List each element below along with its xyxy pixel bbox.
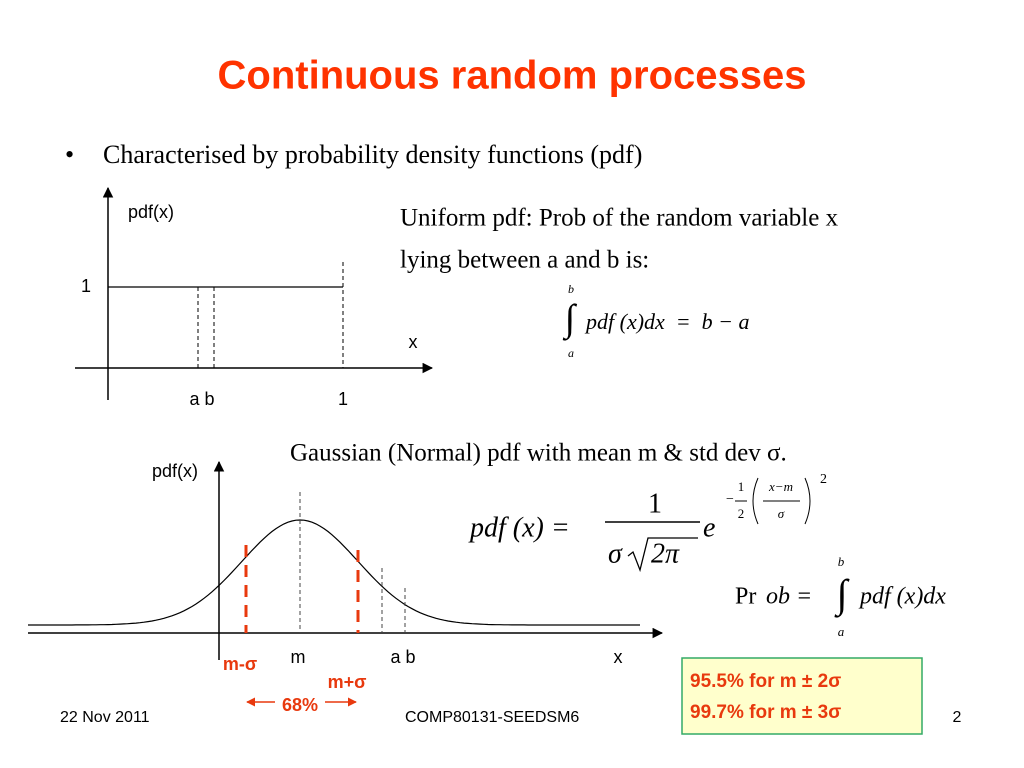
- exp-den: 2: [738, 506, 745, 521]
- uniform-text: lying between a and b is:: [400, 247, 649, 274]
- root: 2π: [651, 538, 680, 569]
- lower-limit: a: [838, 624, 845, 639]
- footer-course: COMP80131-SEEDSM6: [405, 709, 579, 726]
- formula-lhs: pdf (x) =: [468, 512, 570, 543]
- integral: ∫: [834, 571, 851, 618]
- upper-limit: b: [838, 554, 845, 569]
- exp-sign: −: [726, 492, 734, 507]
- prob-body: pdf (x)dx: [858, 584, 946, 610]
- note-line: 99.7% for m ± 3σ: [690, 702, 841, 723]
- footer-date: 22 Nov 2011: [60, 709, 150, 726]
- marker-label: m-σ: [223, 654, 257, 674]
- x-tick: a b: [390, 647, 415, 667]
- note-line: 95.5% for m ± 2σ: [690, 671, 841, 692]
- x-label: x: [614, 647, 623, 667]
- upper-limit: b: [568, 282, 574, 296]
- paren: [804, 477, 811, 525]
- base: e: [703, 512, 715, 543]
- x-tick: 1: [338, 389, 348, 409]
- bullet: Characterised by probability density fun…: [103, 140, 642, 169]
- numerator: 1: [648, 488, 662, 519]
- note-box: [681, 657, 923, 735]
- exp-num: 1: [738, 479, 745, 494]
- paren: [752, 477, 759, 525]
- integral: ∫: [563, 298, 578, 342]
- y-label: pdf(x): [128, 202, 174, 222]
- title: Continuous random processes: [218, 54, 807, 98]
- frac-den: σ: [778, 506, 785, 521]
- y-tick: 1: [81, 276, 91, 296]
- sqrt-sign: [627, 537, 698, 573]
- power: 2: [820, 472, 827, 487]
- prob-prefix: Pr: [735, 584, 756, 610]
- sigma: σ: [608, 538, 623, 569]
- frac-num: x−m: [768, 479, 793, 494]
- gaussian-chart: [28, 460, 664, 707]
- y-label: pdf(x): [152, 461, 198, 481]
- page-number: 2: [953, 709, 962, 726]
- bullet-dot: •: [65, 140, 74, 169]
- gaussian-text: Gaussian (Normal) pdf with mean m & std …: [290, 440, 787, 467]
- lower-limit: a: [568, 346, 574, 360]
- x-tick: m: [291, 647, 306, 667]
- formula: pdf (x)dx = b − a: [584, 309, 750, 334]
- uniform-text: Uniform pdf: Prob of the random variable…: [400, 205, 839, 232]
- prob-lhs: ob =: [766, 584, 812, 610]
- x-label: x: [409, 332, 418, 352]
- marker-label: m+σ: [328, 672, 367, 692]
- gaussian-curve: [28, 519, 640, 626]
- uniform-chart: [75, 186, 434, 400]
- range-label: 68%: [282, 695, 318, 715]
- x-tick: a b: [189, 389, 214, 409]
